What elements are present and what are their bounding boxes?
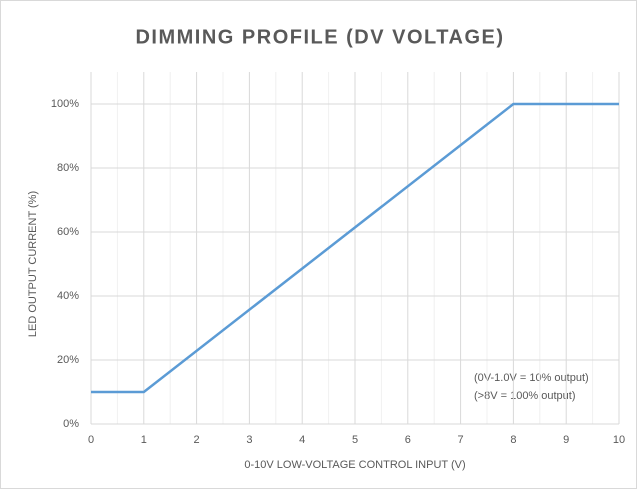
- y-tick-label: 0%: [63, 418, 79, 430]
- x-tick-label: 7: [458, 434, 464, 446]
- annotation: (0V-1.0V = 10% output): [474, 372, 589, 384]
- data-line: [91, 102, 619, 394]
- annotation: (>8V = 100% output): [474, 390, 576, 402]
- y-tick-label: 80%: [57, 162, 79, 174]
- x-tick-label: 0: [88, 434, 94, 446]
- x-tick-label: 4: [299, 434, 305, 446]
- y-axis-label: LED OUTPUT CURRENT (%): [27, 191, 39, 337]
- x-tick-label: 3: [246, 434, 252, 446]
- x-tick-label: 2: [194, 434, 200, 446]
- x-tick-label: 1: [141, 434, 147, 446]
- x-tick-label: 5: [352, 434, 358, 446]
- y-tick-label: 20%: [57, 354, 79, 366]
- y-tick-label: 40%: [57, 290, 79, 302]
- y-tick-label: 60%: [57, 226, 79, 238]
- y-tick-label: 100%: [51, 98, 79, 110]
- x-tick-label: 6: [405, 434, 411, 446]
- x-tick-label: 9: [563, 434, 569, 446]
- x-axis-label: 0-10V LOW-VOLTAGE CONTROL INPUT (V): [244, 459, 465, 471]
- chart-title: DIMMING PROFILE (DV VOLTAGE): [135, 26, 504, 48]
- x-tick-label: 8: [510, 434, 516, 446]
- x-tick-label: 10: [613, 434, 625, 446]
